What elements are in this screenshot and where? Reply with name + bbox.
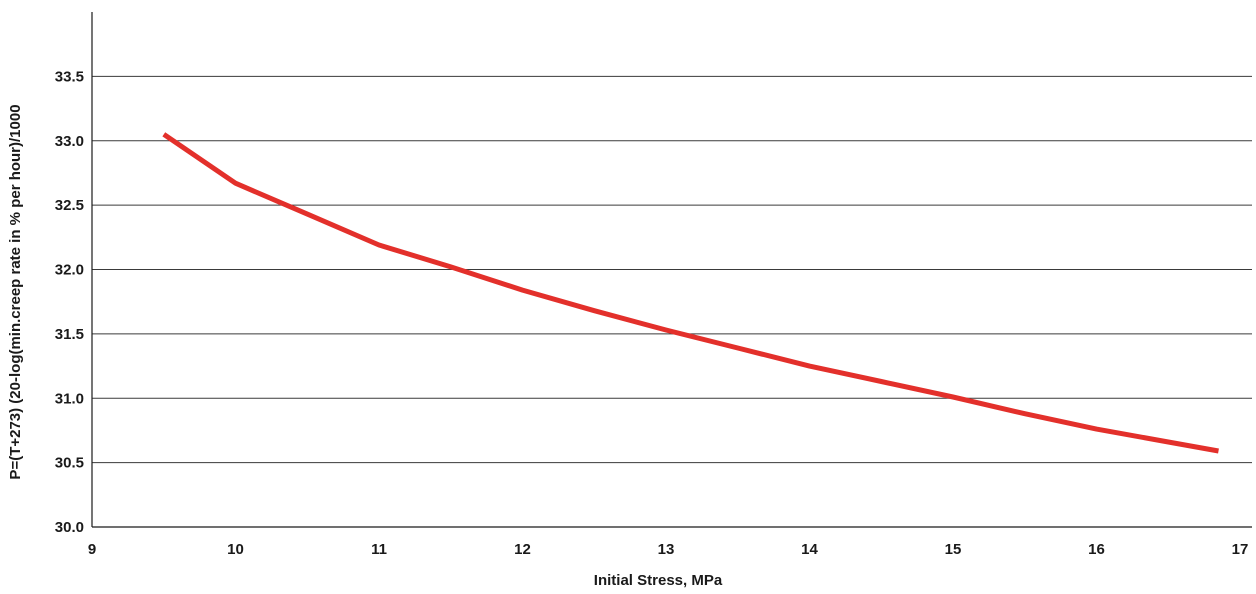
x-tick-label: 12: [514, 541, 531, 558]
y-tick-label: 31.5: [55, 326, 84, 343]
x-tick-label: 13: [658, 541, 675, 558]
y-tick-labels: 30.0 30.5 31.0 31.5 32.0 32.5 33.0 33.5: [55, 68, 84, 536]
x-tick-label: 15: [945, 541, 962, 558]
y-tick-label: 33.5: [55, 68, 84, 85]
y-tick-label: 30.0: [55, 519, 84, 536]
x-axis-title: Initial Stress, MPa: [594, 572, 723, 589]
y-tick-label: 31.0: [55, 390, 84, 407]
x-tick-label: 17: [1232, 541, 1249, 558]
y-axis-title: P=(T+273) (20-log(min.creep rate in % pe…: [7, 104, 24, 479]
x-tick-label: 11: [371, 541, 387, 558]
series-line: [162, 132, 1219, 454]
x-tick-labels: 9 10 11 12 13 14 15 16 17: [88, 541, 1249, 558]
y-tick-label: 32.0: [55, 262, 84, 279]
x-tick-label: 16: [1088, 541, 1105, 558]
gridlines: [92, 75, 1252, 464]
y-tick-label: 32.5: [55, 197, 84, 214]
y-tick-label: 30.5: [55, 455, 84, 472]
y-tick-label: 33.0: [55, 133, 84, 150]
x-tick-label: 9: [88, 541, 96, 558]
x-tick-label: 14: [801, 541, 818, 558]
series-group: [162, 132, 1219, 454]
x-tick-label: 10: [227, 541, 244, 558]
